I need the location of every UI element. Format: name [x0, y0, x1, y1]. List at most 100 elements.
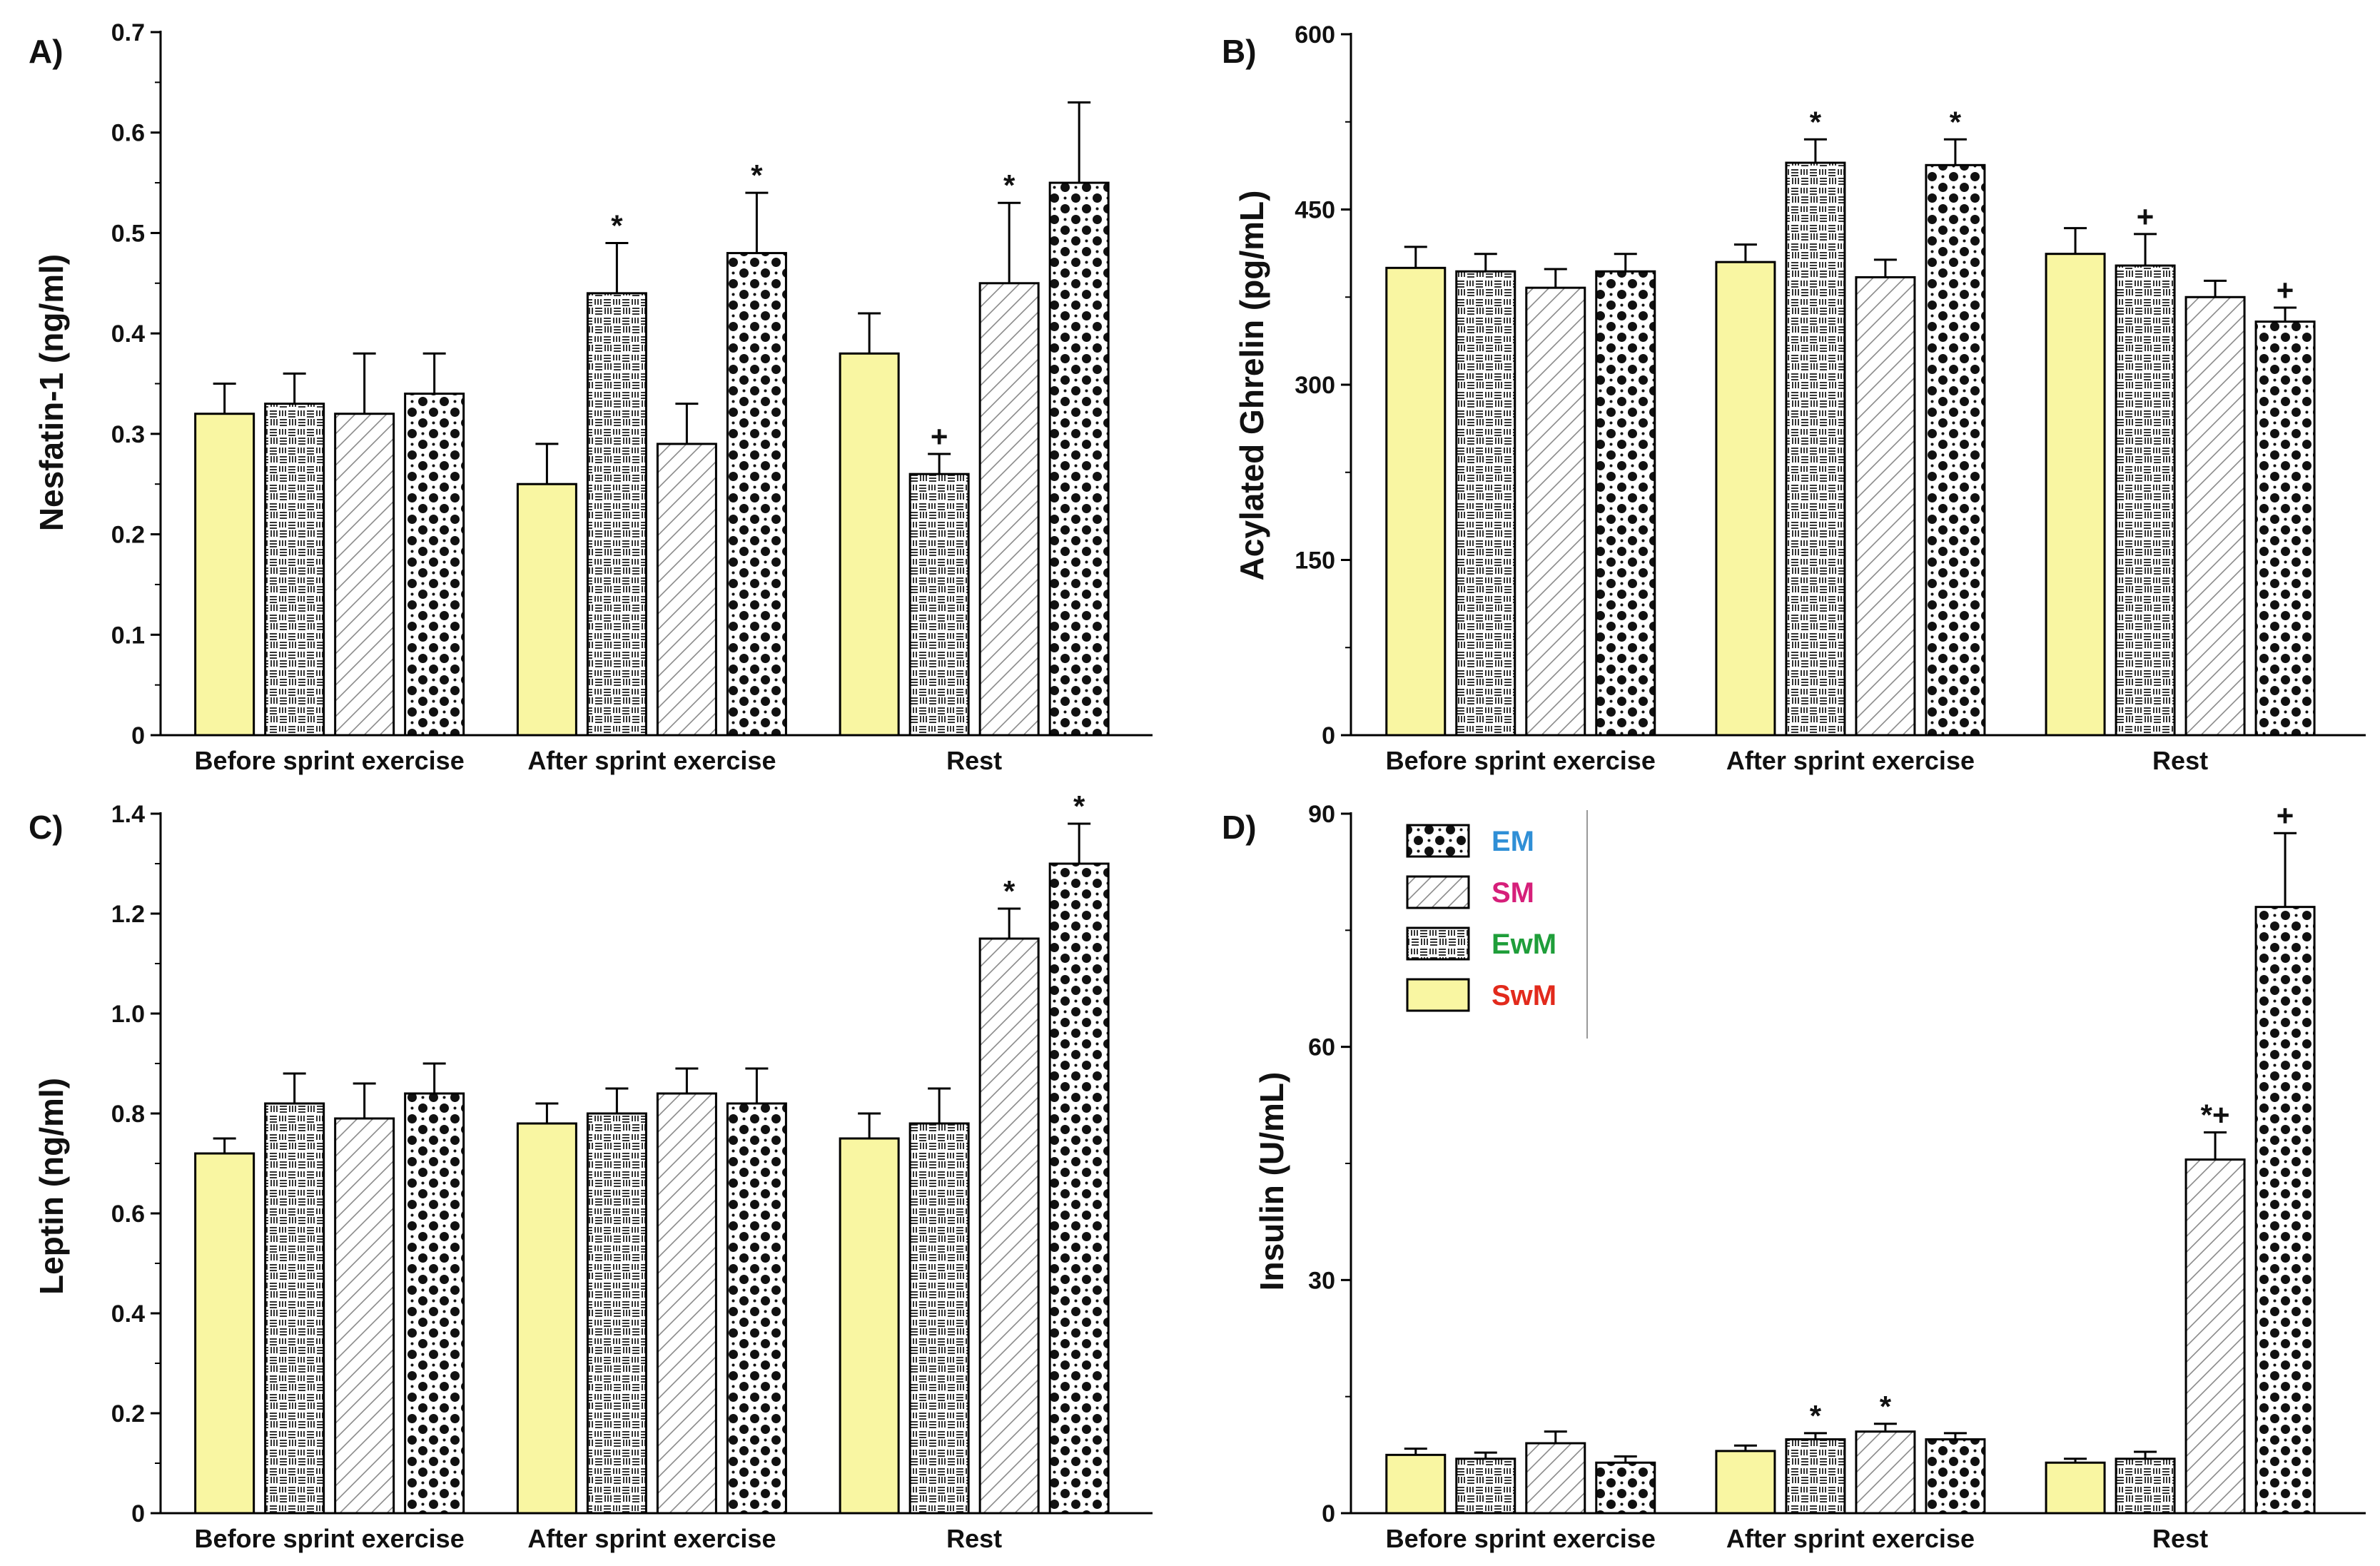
legend-label-sm: SM [1492, 877, 1534, 909]
legend-swatch-em [1406, 824, 1470, 858]
y-tick-label: 0.7 [111, 19, 145, 46]
y-tick-label: 0.6 [111, 120, 145, 147]
x-category-label: After sprint exercise [527, 1524, 776, 1553]
legend-swatch-sm [1406, 875, 1470, 909]
bar-sm [334, 413, 395, 737]
y-tick-label: 0 [1322, 722, 1335, 749]
panel-b-letter: B) [1222, 33, 1257, 70]
significance-mark: * [1073, 789, 1085, 823]
bar-ewm [1785, 161, 1846, 737]
legend-label-ewm: EwM [1492, 929, 1556, 960]
significance-mark: * [1003, 874, 1016, 908]
bar-swm [1385, 1453, 1447, 1515]
panel-a: A) Nesfatin-1 (ng/ml) 0 0.1 0.2 0.3 0.4 0.5 0.… [29, 19, 1153, 775]
y-tick-label: 0 [131, 722, 145, 749]
bar-em [1925, 163, 1986, 737]
y-tick-label: 300 [1295, 372, 1335, 399]
legend-swatch-swm [1406, 978, 1470, 1012]
panel-a-ylabel: Nesfatin-1 (ng/ml) [33, 254, 70, 531]
bar-sm [2184, 295, 2246, 737]
significance-mark: * [611, 209, 623, 243]
bar-em [1595, 270, 1656, 737]
bar-em [726, 252, 787, 737]
bar-sm [334, 1117, 395, 1515]
y-tick-label: 0 [1322, 1500, 1335, 1527]
y-tick-label: 1.0 [111, 1001, 145, 1028]
bar-sm [656, 443, 717, 737]
bar-sm [978, 282, 1040, 737]
y-tick-label: 1.2 [111, 901, 145, 928]
bar-em [404, 393, 465, 737]
bar-em [1925, 1438, 1986, 1515]
bar-em [1048, 862, 1110, 1515]
legend-label-swm: SwM [1492, 980, 1556, 1011]
bar-ewm [908, 473, 970, 737]
significance-mark: + [2277, 273, 2294, 307]
x-category-label: After sprint exercise [527, 746, 776, 775]
y-tick-label: 0.2 [111, 522, 145, 549]
bar-ewm [586, 1112, 647, 1515]
significance-mark: * [751, 158, 763, 192]
y-tick-label: 0.1 [111, 622, 145, 649]
y-tick-label: 0.4 [111, 1300, 145, 1328]
bar-ewm [2115, 264, 2176, 737]
bar-ewm [1785, 1438, 1846, 1515]
significance-mark: + [2277, 799, 2294, 832]
panel-a-plot: 0 0.1 0.2 0.3 0.4 0.5 0.6 0.7 Before sprint exer… [111, 19, 1153, 775]
y-tick-label: 0.6 [111, 1201, 145, 1228]
panel-d-ylabel: Insulin (U/mL) [1253, 1072, 1290, 1291]
bar-sm [656, 1092, 717, 1515]
significance-mark: * [1950, 105, 1962, 138]
bar-swm [1715, 261, 1776, 737]
bar-em [2254, 320, 2316, 737]
y-tick-label: 0.2 [111, 1400, 145, 1428]
legend: EM SM EwM SwM [1406, 810, 1588, 1039]
panel-b-ylabel: Acylated Ghrelin (pg/mL) [1233, 191, 1270, 581]
x-category-label: After sprint exercise [1726, 746, 1975, 775]
panel-c-letter: C) [29, 809, 64, 846]
bar-ewm [908, 1122, 970, 1515]
significance-mark: * [1003, 168, 1016, 202]
bar-ewm [586, 292, 647, 737]
bar-ewm [264, 1102, 325, 1515]
panel-c-ylabel: Leptin (ng/ml) [33, 1078, 70, 1295]
y-tick-label: 0.4 [111, 320, 145, 348]
significance-mark: *+ [2201, 1098, 2230, 1131]
bar-ewm [1455, 1458, 1516, 1515]
y-tick-label: 60 [1308, 1034, 1335, 1061]
bar-sm [1855, 1430, 1916, 1515]
x-category-label: Rest [946, 1524, 1002, 1553]
bar-swm [2045, 1461, 2106, 1515]
x-category-label: Before sprint exercise [1386, 746, 1656, 775]
significance-mark: * [1810, 105, 1822, 138]
y-tick-label: 0 [131, 1500, 145, 1527]
panel-d: D) Insulin (U/mL) 0 30 60 90 Before sprint e… [1222, 799, 2366, 1553]
bar-sm [1855, 276, 1916, 737]
bar-sm [1525, 286, 1586, 737]
y-tick-label: 0.5 [111, 220, 145, 247]
legend-swatch-ewm [1406, 926, 1470, 961]
bar-swm [839, 352, 900, 737]
y-tick-label: 450 [1295, 197, 1335, 224]
x-category-label: Rest [946, 746, 1002, 775]
bar-swm [1385, 266, 1447, 737]
bar-sm [1525, 1442, 1586, 1515]
y-tick-label: 30 [1308, 1267, 1335, 1294]
x-category-label: Before sprint exercise [1386, 1524, 1656, 1553]
bar-swm [194, 413, 255, 737]
bar-em [404, 1092, 465, 1515]
bar-sm [2184, 1158, 2246, 1515]
y-tick-label: 0.8 [111, 1101, 145, 1128]
bar-swm [1715, 1450, 1776, 1515]
significance-mark: * [1810, 1399, 1822, 1433]
bar-swm [516, 483, 577, 737]
bar-em [1595, 1461, 1656, 1515]
x-category-label: Rest [2152, 1524, 2208, 1553]
bar-swm [194, 1152, 255, 1515]
bar-em [726, 1102, 787, 1515]
y-tick-label: 600 [1295, 21, 1335, 49]
bar-swm [516, 1122, 577, 1515]
y-tick-label: 150 [1295, 547, 1335, 575]
panel-c-plot: 0 0.2 0.4 0.6 0.8 1.0 1.2 1.4 Before sprint exer… [111, 789, 1153, 1553]
